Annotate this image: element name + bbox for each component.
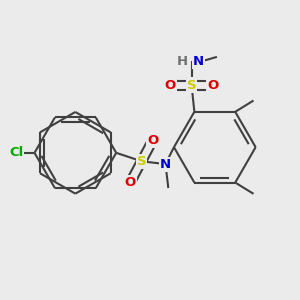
- Text: S: S: [187, 79, 196, 92]
- Text: O: O: [125, 176, 136, 189]
- Text: Cl: Cl: [9, 146, 23, 159]
- Text: N: N: [193, 55, 204, 68]
- Text: O: O: [147, 134, 158, 147]
- Text: O: O: [165, 79, 176, 92]
- Text: N: N: [160, 158, 171, 171]
- Text: H: H: [177, 55, 188, 68]
- Text: S: S: [137, 155, 146, 168]
- Text: O: O: [207, 79, 218, 92]
